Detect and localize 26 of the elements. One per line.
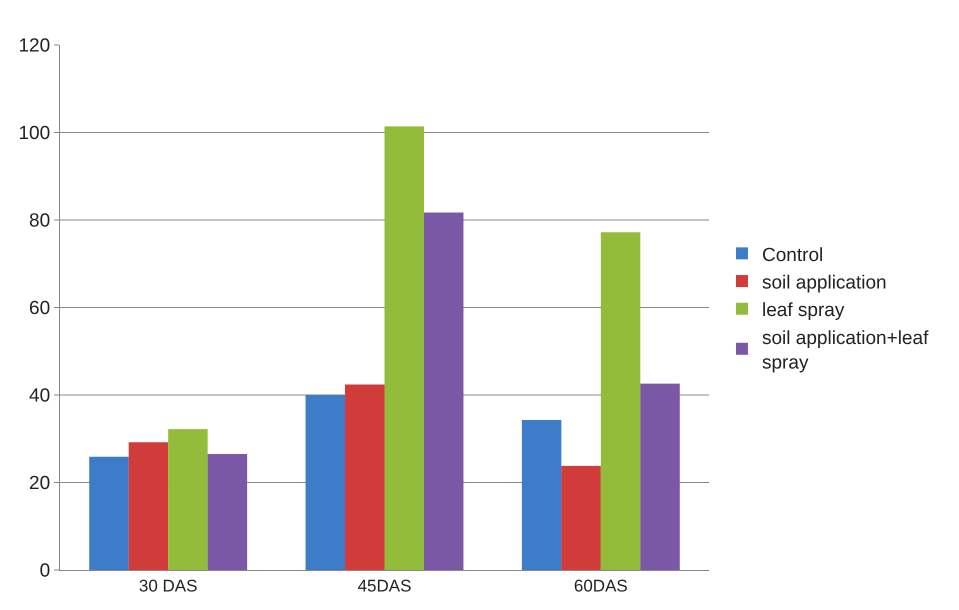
bar — [345, 384, 384, 570]
y-tick-label: 20 — [29, 473, 50, 494]
bar — [600, 232, 640, 570]
bar — [424, 212, 464, 570]
x-tick-label: 45DAS — [358, 576, 412, 596]
bar — [522, 420, 562, 570]
y-tick-label: 0 — [40, 560, 50, 582]
bar — [208, 454, 248, 570]
x-tick-label: 30 DAS — [138, 576, 198, 596]
bar — [640, 384, 680, 570]
legend-label: Control — [762, 244, 824, 266]
bar — [306, 395, 346, 570]
legend-label: soil application — [762, 272, 887, 294]
y-tick-label: 60 — [29, 298, 50, 320]
y-tick-label: 120 — [18, 36, 50, 57]
bar — [384, 126, 424, 570]
y-tick-label: 80 — [29, 210, 50, 232]
bar — [561, 466, 601, 570]
bar — [128, 442, 168, 570]
x-tick-label: 60DAS — [574, 576, 628, 596]
bar — [168, 429, 208, 570]
legend-label: soil application+leaf spray — [762, 328, 930, 374]
y-tick-label: 40 — [29, 386, 50, 407]
bar — [89, 456, 129, 570]
legend-label: leaf spray — [762, 300, 845, 322]
y-tick-label: 100 — [18, 123, 50, 144]
